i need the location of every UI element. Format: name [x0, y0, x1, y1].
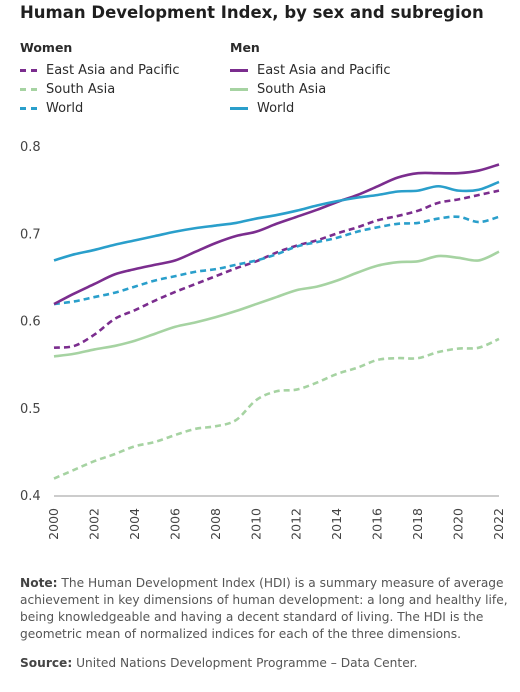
dashed-line-swatch	[20, 107, 37, 110]
y-tick-label: 0.7	[20, 227, 41, 242]
legend-item-women-world: World	[20, 99, 179, 118]
y-tick-label: 0.6	[20, 315, 41, 330]
x-tick-label: 2002	[86, 508, 101, 540]
legend-men: Men East Asia and Pacific South Asia Wor…	[230, 40, 390, 118]
x-tick-label: 2022	[491, 508, 506, 540]
note-text: The Human Development Index (HDI) is a s…	[20, 576, 508, 641]
legend-label: World	[257, 101, 295, 116]
legend-label: East Asia and Pacific	[46, 63, 180, 78]
legend-item-men-east-asia: East Asia and Pacific	[230, 61, 390, 80]
solid-line-swatch	[230, 69, 248, 72]
chart-title: Human Development Index, by sex and subr…	[20, 3, 484, 22]
legend-item-men-world: World	[230, 99, 390, 118]
x-tick-label: 2018	[410, 508, 425, 540]
legend-item-women-east-asia: East Asia and Pacific	[20, 61, 179, 80]
x-tick-label: 2000	[46, 508, 61, 540]
line-chart: 0.4 0.5 0.6 0.7 0.8 2000 2002 2004 2006 2008 2010 2…	[20, 140, 506, 540]
source-label: Source:	[20, 656, 73, 670]
series-line-women-east-asia-and-pacific	[53, 189, 500, 349]
legend-label: East Asia and Pacific	[257, 63, 391, 78]
series-line-women-world	[53, 215, 500, 306]
x-tick-label: 2020	[451, 508, 466, 540]
legend-women-title: Women	[20, 40, 73, 55]
y-tick-label: 0.8	[20, 140, 41, 155]
legend-women: Women East Asia and Pacific South Asia W…	[20, 40, 179, 118]
dashed-line-swatch	[20, 69, 37, 72]
source-text: United Nations Development Programme – D…	[72, 656, 418, 670]
series-line-women-south-asia	[53, 337, 500, 480]
x-tick-label: 2010	[248, 508, 263, 540]
legend-item-women-south-asia: South Asia	[20, 80, 179, 99]
solid-line-swatch	[230, 88, 248, 91]
legend-label: World	[46, 101, 84, 116]
y-tick-label: 0.4	[20, 489, 41, 504]
legend-men-title: Men	[230, 40, 260, 55]
y-tick-label: 0.5	[20, 402, 41, 417]
solid-line-swatch	[230, 107, 248, 110]
chart-source: Source: United Nations Development Progr…	[20, 656, 417, 670]
x-tick-label: 2006	[167, 508, 182, 540]
x-tick-label: 2004	[127, 508, 142, 540]
series-line-men-east-asia-and-pacific	[53, 163, 500, 306]
dashed-line-swatch	[20, 88, 37, 91]
series-line-men-world	[53, 180, 500, 262]
x-tick-label: 2008	[208, 508, 223, 540]
x-tick-label: 2016	[370, 508, 385, 540]
legend-item-men-south-asia: South Asia	[230, 80, 390, 99]
x-tick-label: 2012	[289, 508, 304, 540]
chart-note: Note: The Human Development Index (HDI) …	[20, 575, 510, 643]
series-line-men-south-asia	[53, 250, 500, 358]
note-label: Note:	[20, 576, 58, 590]
legend-label: South Asia	[257, 82, 327, 97]
legend-label: South Asia	[46, 82, 116, 97]
x-tick-label: 2014	[329, 508, 344, 540]
